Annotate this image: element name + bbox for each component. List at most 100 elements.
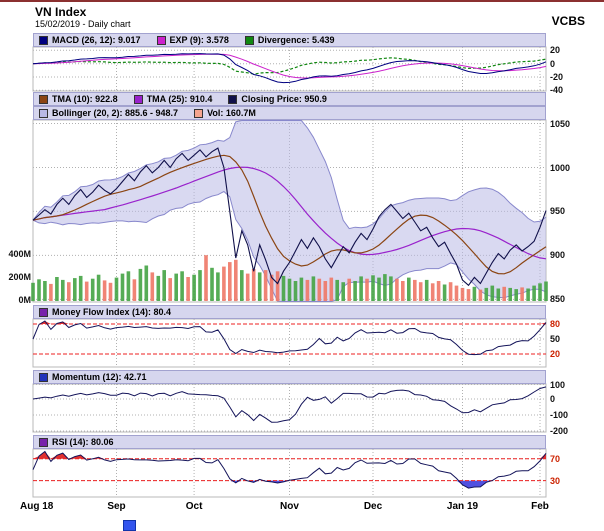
y-axis-label: -200 (550, 426, 569, 436)
volume-bar (466, 289, 471, 301)
tma10-line (32, 154, 547, 275)
bollinger-band (33, 120, 546, 302)
rsi-line (32, 450, 547, 489)
volume-bar (454, 285, 459, 301)
closing-price-line (32, 147, 547, 287)
volume-bar (484, 287, 489, 301)
volume-bar (55, 277, 59, 301)
volume-bar (508, 287, 512, 301)
momentum-legend-item: Momentum (12): 42.71 (39, 372, 147, 382)
volume-bar (311, 276, 316, 301)
volume-bar (377, 277, 381, 301)
tma10-legend-item: TMA (10): 922.8 (39, 94, 118, 104)
volume-bar (114, 277, 119, 301)
rsi-legend-item: RSI (14): 80.06 (39, 437, 114, 447)
mfi-plot-border (32, 318, 547, 368)
volume-bar (287, 278, 292, 301)
volume-bar (234, 259, 238, 302)
volume-bar (204, 255, 208, 301)
volume-bar (228, 262, 232, 301)
volume-bar (281, 275, 286, 301)
macd-legend: MACD (26, 12): 9.017 EXP (9): 3.578 Dive… (33, 33, 546, 47)
volume-bar (120, 273, 125, 301)
scrollbar-thumb[interactable] (123, 520, 136, 531)
volume-bar (43, 281, 47, 301)
volume-bar (257, 272, 262, 301)
volume-bar (299, 277, 304, 301)
price-legend-row2: Bollinger (20, 2): 885.6 - 948.7 Vol: 16… (33, 106, 546, 120)
volume-bar (198, 270, 202, 301)
volume-bar (186, 277, 190, 301)
volume-bar (31, 282, 35, 302)
volume-bar (240, 270, 244, 301)
momentum-swatch-icon (39, 372, 48, 382)
volume-axis-label: 200M (8, 272, 31, 282)
volume-bar (78, 275, 83, 301)
volume-bar (418, 282, 423, 301)
y-axis-label: 1000 (550, 162, 571, 173)
volume-bar (514, 289, 518, 301)
volume-bar (73, 278, 77, 301)
rsi-label: RSI (14): 80.06 (52, 437, 114, 447)
volume-bar (323, 281, 328, 301)
y-axis-label: 1050 (550, 118, 571, 129)
tma25-label: TMA (25): 910.4 (146, 94, 213, 104)
volume-bar (96, 274, 101, 301)
y-axis-label: 0 (550, 394, 556, 404)
volume-bar (335, 279, 339, 301)
volume-bar (138, 268, 143, 301)
chart-subtitle: 15/02/2019 - Daily chart (35, 19, 131, 29)
x-axis-label: Dec (363, 501, 383, 512)
closing-price-legend-item: Closing Price: 950.9 (228, 94, 327, 104)
mfi-legend-item: Money Flow Index (14): 80.4 (39, 307, 171, 317)
volume-bar (126, 271, 131, 302)
volume-bar (67, 282, 71, 301)
volume-bar (156, 275, 161, 301)
volume-bar (526, 288, 530, 301)
mfi-label: Money Flow Index (14): 80.4 (52, 307, 172, 317)
volume-bar (293, 281, 298, 301)
exp-legend-item: EXP (9): 3.578 (156, 35, 229, 45)
volume-bar (407, 277, 411, 301)
y-axis-label: 950 (550, 206, 566, 217)
exp-label: EXP (9): 3.578 (169, 35, 229, 45)
x-axis-label: Oct (185, 501, 203, 512)
exp-line (32, 53, 547, 79)
volume-bar (168, 278, 172, 301)
volume-bar (341, 282, 345, 301)
bollinger-label: Bollinger (20, 2): 885.6 - 948.7 (52, 108, 179, 118)
volume-bar (49, 283, 53, 301)
bollinger-lower-line (32, 190, 547, 302)
price-legend-row1: TMA (10): 922.8 TMA (25): 910.4 Closing … (33, 92, 546, 106)
volume-bar (305, 279, 310, 301)
volume-bar (329, 277, 334, 301)
brand-logo: VCBS (551, 14, 585, 28)
volume-bar (37, 279, 41, 301)
volume-bar (216, 272, 220, 301)
volume-bar (192, 274, 196, 301)
tma10-label: TMA (10): 922.8 (52, 94, 118, 104)
volume-bar (144, 265, 149, 301)
y-axis-label: 50 (550, 334, 561, 344)
macd-plot-border (32, 46, 547, 92)
volume-bar (210, 267, 214, 301)
y-axis-label: 20 (550, 45, 561, 56)
volume-bar (263, 270, 268, 301)
volume-bar (132, 279, 137, 301)
y-axis-label: 900 (550, 250, 566, 261)
volume-bar (269, 274, 274, 301)
momentum-legend: Momentum (12): 42.71 (33, 370, 546, 384)
x-axis-label: Nov (280, 501, 299, 512)
volume-bar (90, 278, 95, 301)
divergence-line (32, 57, 547, 75)
volume-bar (478, 289, 483, 301)
volume-bar (430, 283, 435, 301)
volume-bar (401, 281, 405, 301)
volume-bar (275, 271, 280, 302)
y-axis-label: 30 (550, 475, 561, 486)
volume-bar (84, 281, 89, 301)
volume-legend-item: Vol: 160.7M (194, 108, 256, 118)
tma10-swatch-icon (39, 94, 48, 104)
volume-bar (365, 278, 369, 301)
